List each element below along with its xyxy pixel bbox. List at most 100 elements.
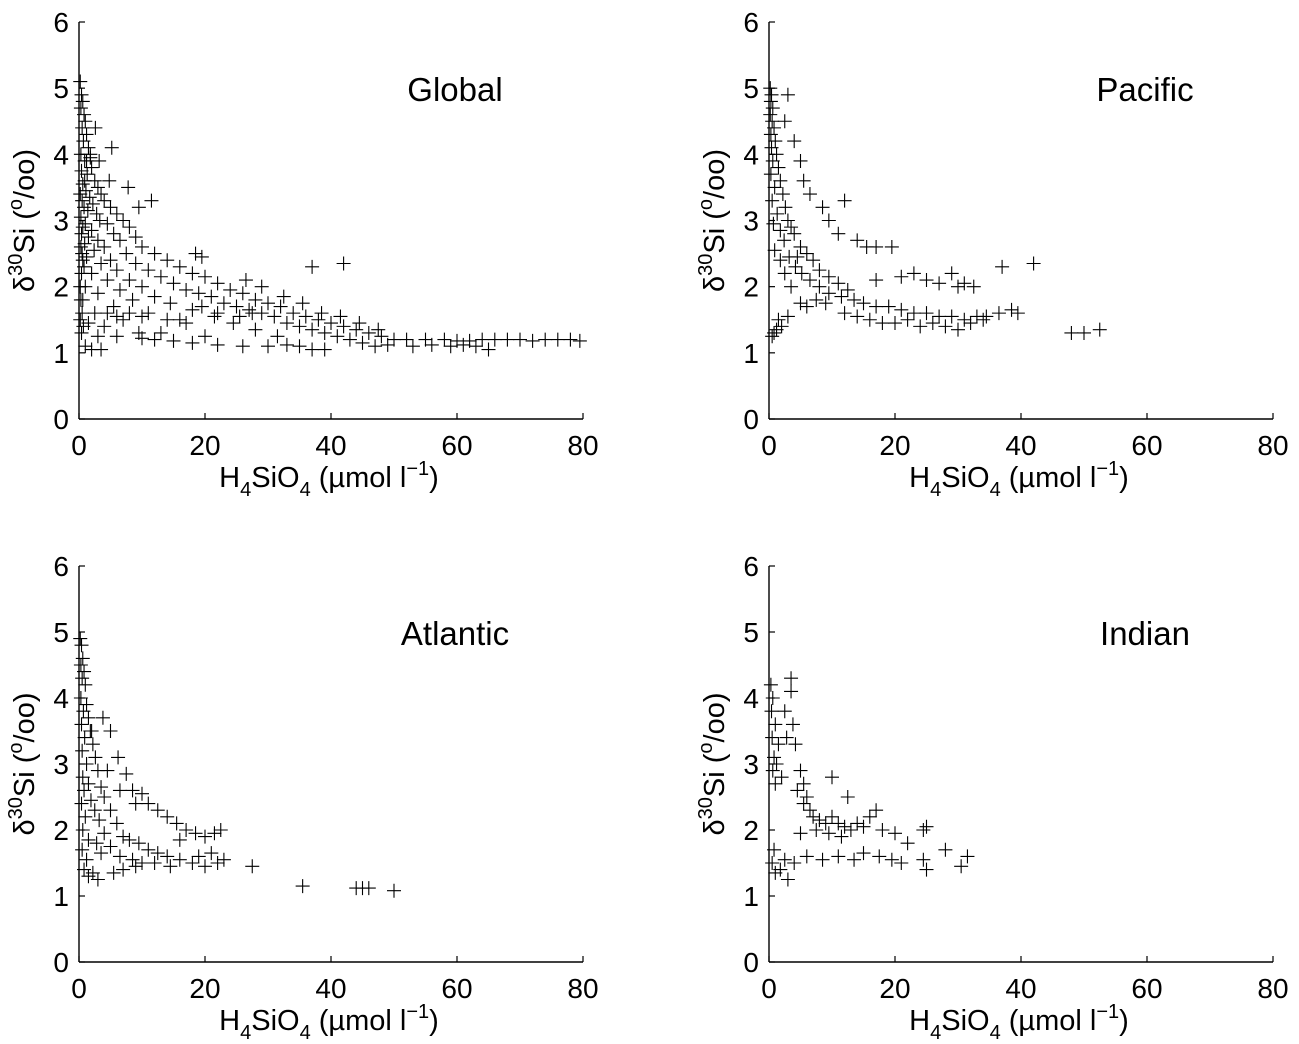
data-point-marker: [932, 276, 946, 290]
data-point-marker: [91, 329, 105, 343]
data-point-marker: [957, 313, 971, 327]
data-point-marker: [107, 866, 121, 880]
y-tick-label: 2: [743, 815, 759, 846]
data-point-marker: [318, 326, 332, 340]
data-point-marker: [938, 843, 952, 857]
data-point-marker: [822, 214, 836, 228]
data-point-marker: [863, 810, 877, 824]
data-point-marker: [875, 316, 889, 330]
data-point-marker: [803, 803, 817, 817]
data-point-marker: [76, 220, 90, 234]
data-point-marker: [110, 329, 124, 343]
data-point-marker: [967, 280, 981, 294]
data-point-marker: [794, 154, 808, 168]
data-point-marker: [74, 293, 88, 307]
data-point-marker: [277, 290, 291, 304]
data-point-marker: [151, 803, 165, 817]
data-point-marker: [116, 863, 130, 877]
data-point-marker: [371, 323, 385, 337]
data-point-marker: [773, 253, 787, 267]
y-tick-label: 4: [743, 139, 759, 170]
data-point-marker: [778, 114, 792, 128]
data-point-marker: [800, 790, 814, 804]
data-point-marker: [73, 75, 87, 89]
data-point-marker: [838, 194, 852, 208]
data-point-marker: [204, 290, 218, 304]
data-point-marker: [831, 227, 845, 241]
data-point-marker: [129, 257, 143, 271]
data-point-marker: [844, 823, 858, 837]
data-point-marker: [129, 797, 143, 811]
data-point-marker: [92, 154, 106, 168]
data-point-marker: [822, 286, 836, 300]
data-point-marker: [104, 840, 118, 854]
data-point-marker: [857, 296, 871, 310]
data-point-marker: [838, 306, 852, 320]
data-point-marker: [148, 333, 162, 347]
data-point-marker: [834, 290, 848, 304]
data-point-marker: [79, 184, 93, 198]
data-point-marker: [992, 306, 1006, 320]
data-point-marker: [825, 810, 839, 824]
data-point-marker: [809, 293, 823, 307]
x-axis-label: H4SiO4 (µmol l−1): [219, 1001, 439, 1044]
data-point-marker: [73, 632, 87, 646]
data-point-marker: [104, 803, 118, 817]
data-point-marker: [766, 764, 780, 778]
data-point-marker: [76, 651, 90, 665]
data-point-marker: [75, 194, 89, 208]
data-point-marker: [173, 833, 187, 847]
data-point-marker: [207, 309, 221, 323]
data-point-marker: [784, 220, 798, 234]
data-point-marker: [368, 339, 382, 353]
data-point-marker: [819, 296, 833, 310]
data-point-marker: [185, 856, 199, 870]
data-point-marker: [863, 313, 877, 327]
data-point-marker: [888, 316, 902, 330]
data-point-marker: [126, 853, 140, 867]
data-point-marker: [179, 283, 193, 297]
data-point-marker: [105, 141, 119, 155]
data-points: [763, 81, 1106, 343]
data-point-marker: [129, 230, 143, 244]
data-point-marker: [337, 257, 351, 271]
data-point-marker: [766, 691, 780, 705]
data-point-marker: [945, 266, 959, 280]
data-point-marker: [91, 233, 105, 247]
data-point-marker: [1027, 257, 1041, 271]
data-point-marker: [803, 187, 817, 201]
data-point-marker: [119, 767, 133, 781]
data-point-marker: [797, 174, 811, 188]
data-point-marker: [797, 797, 811, 811]
y-tick-label: 0: [53, 404, 69, 435]
data-point-marker: [850, 309, 864, 323]
data-point-marker: [75, 717, 89, 731]
data-point-marker: [148, 856, 162, 870]
data-point-marker: [869, 273, 883, 287]
data-point-marker: [333, 309, 347, 323]
y-tick-label: 0: [743, 404, 759, 435]
y-tick-label: 1: [743, 338, 759, 369]
y-axis-label: δ30Si (o/oo): [695, 692, 731, 835]
y-tick-label: 1: [53, 881, 69, 912]
data-point-marker: [207, 826, 221, 840]
y-tick-label: 5: [743, 617, 759, 648]
data-point-marker: [154, 270, 168, 284]
panel-title: Atlantic: [401, 615, 509, 652]
x-tick-label: 60: [441, 973, 472, 1004]
data-point-marker: [857, 846, 871, 860]
data-point-marker: [806, 810, 820, 824]
data-point-marker: [189, 826, 203, 840]
data-point-marker: [110, 816, 124, 830]
data-point-marker: [211, 338, 225, 352]
data-point-marker: [100, 217, 114, 231]
data-point-marker: [97, 790, 111, 804]
data-point-marker: [786, 717, 800, 731]
data-point-marker: [93, 214, 107, 228]
y-tick-label: 6: [53, 7, 69, 38]
x-tick-label: 0: [71, 430, 87, 461]
data-point-marker: [195, 300, 209, 314]
data-point-marker: [280, 316, 294, 330]
x-tick-label: 20: [189, 430, 220, 461]
data-point-marker: [764, 167, 778, 181]
